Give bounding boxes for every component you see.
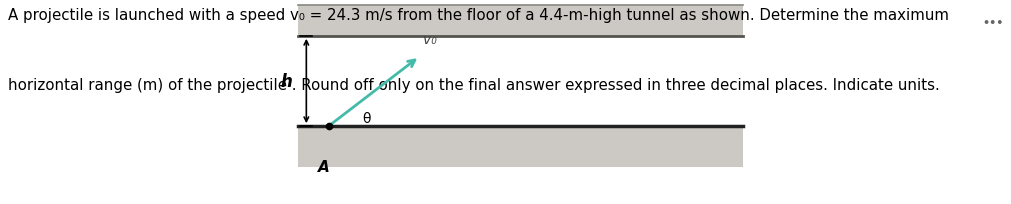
Text: A projectile is launched with a speed v₀ = 24.3 m/s from the floor of a 4.4-m-hi: A projectile is launched with a speed v₀… [8,8,949,23]
Text: •••: ••• [983,18,1004,27]
Text: v₀: v₀ [423,33,437,47]
Text: θ: θ [362,111,370,125]
Bar [298,126,743,167]
Text: horizontal range (m) of the projectile . Round off only on the final answer expr: horizontal range (m) of the projectile .… [8,78,940,92]
Text: A: A [317,159,330,174]
Bar [298,6,743,37]
Text: h: h [280,73,292,91]
